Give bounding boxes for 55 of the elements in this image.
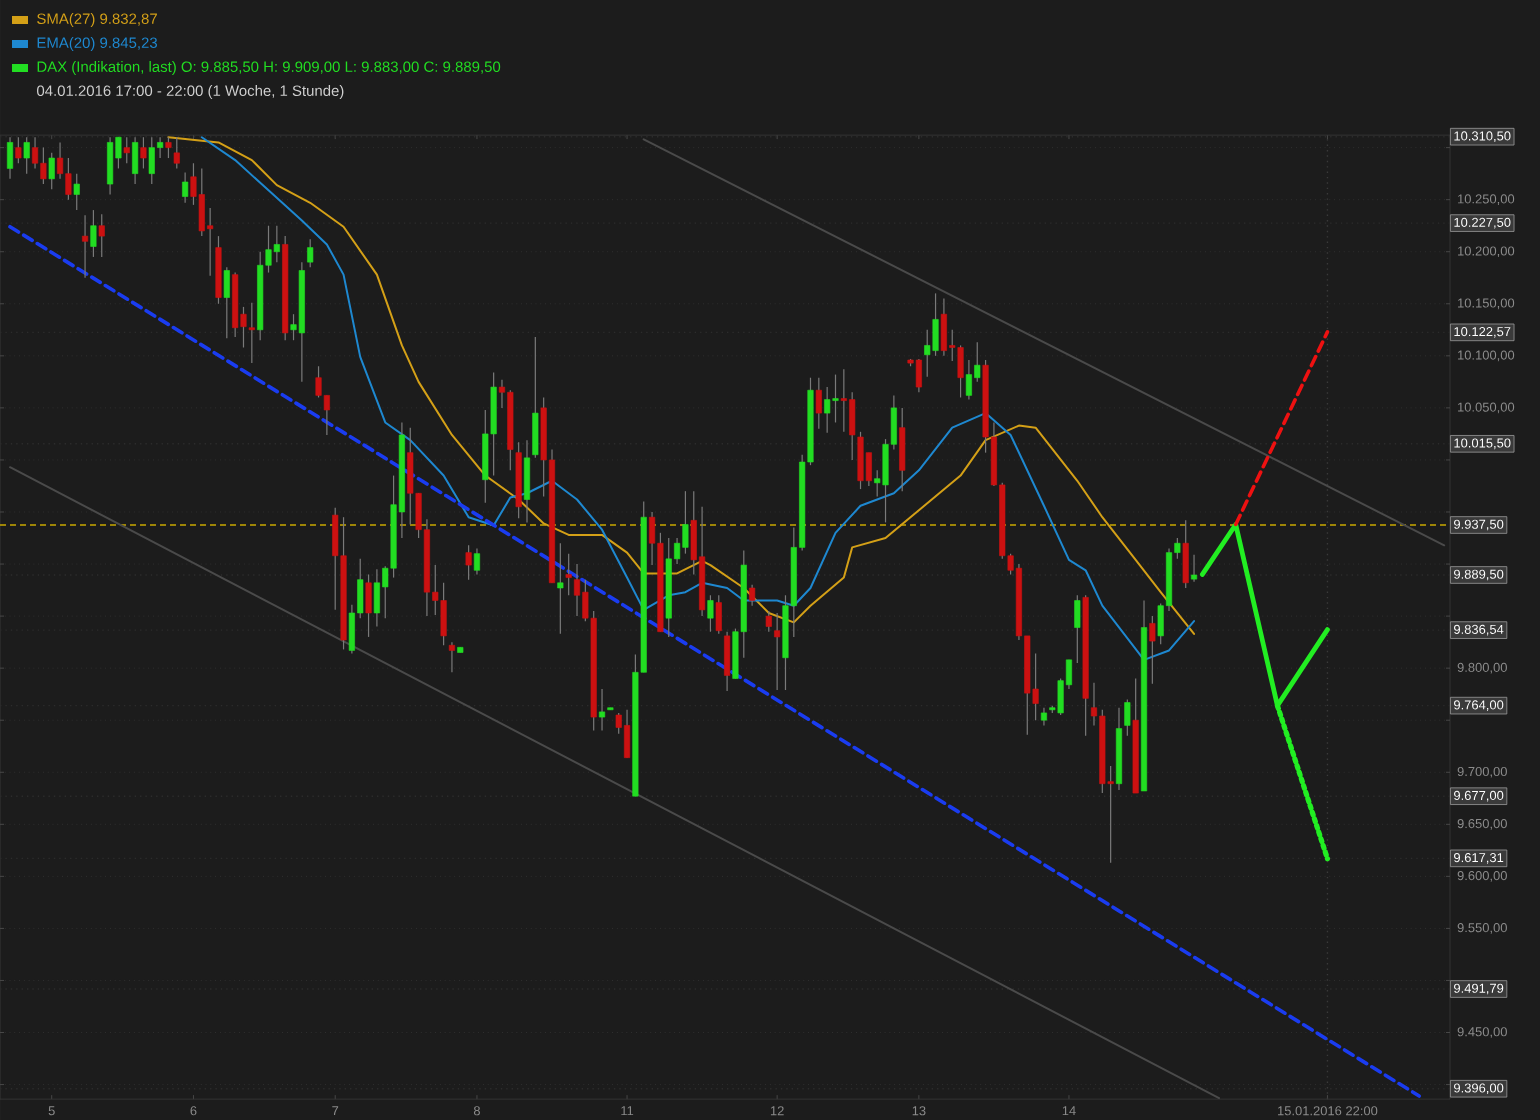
candlestick bbox=[132, 136, 139, 185]
candlestick bbox=[899, 407, 906, 492]
candlestick bbox=[223, 266, 230, 339]
candlestick bbox=[1124, 698, 1131, 737]
candlestick bbox=[90, 209, 97, 258]
candlestick bbox=[165, 136, 172, 159]
candlestick bbox=[48, 152, 55, 190]
candlestick bbox=[6, 136, 14, 180]
candlestick bbox=[123, 136, 130, 164]
candlestick bbox=[824, 386, 831, 434]
candlestick bbox=[1190, 554, 1198, 583]
candlestick bbox=[1074, 594, 1081, 664]
candlestick bbox=[15, 136, 22, 164]
candlestick bbox=[765, 610, 772, 633]
candlestick bbox=[532, 336, 539, 459]
candlestick bbox=[573, 563, 581, 617]
candlestick bbox=[465, 544, 472, 581]
candlestick bbox=[724, 631, 731, 692]
candlestick bbox=[857, 431, 864, 490]
candlestick bbox=[832, 373, 839, 424]
candlestick bbox=[448, 641, 455, 673]
candlestick bbox=[248, 302, 255, 364]
candlestick bbox=[182, 172, 189, 204]
candlestick bbox=[1182, 519, 1189, 589]
candlestick bbox=[473, 547, 481, 576]
candlestick bbox=[107, 136, 114, 196]
candlestick bbox=[523, 439, 531, 523]
candlestick bbox=[82, 214, 89, 279]
candlestick bbox=[440, 582, 447, 646]
candlestick bbox=[598, 688, 606, 732]
candlestick bbox=[40, 147, 47, 185]
candlestick bbox=[774, 612, 781, 691]
candlestick bbox=[407, 427, 414, 526]
candlestick bbox=[140, 136, 147, 170]
candlestick bbox=[682, 490, 689, 555]
candlestick bbox=[707, 594, 714, 633]
candlestick bbox=[173, 136, 180, 170]
candlestick bbox=[957, 344, 964, 399]
candlestick bbox=[307, 238, 314, 268]
candlestick bbox=[273, 225, 280, 263]
candlestick bbox=[915, 358, 922, 393]
candlestick bbox=[557, 542, 564, 635]
candlestick bbox=[623, 709, 631, 759]
candlestick bbox=[715, 594, 722, 635]
candlestick bbox=[365, 573, 372, 638]
candlestick bbox=[1149, 615, 1156, 685]
candlestick bbox=[23, 136, 30, 175]
candlestick bbox=[73, 173, 80, 211]
candlestick bbox=[490, 371, 497, 477]
candlestick bbox=[98, 213, 105, 258]
candlestick bbox=[815, 377, 822, 430]
candlestick bbox=[565, 553, 572, 596]
candlestick bbox=[65, 157, 72, 201]
candlestick bbox=[749, 584, 756, 607]
candlestick bbox=[932, 292, 939, 357]
